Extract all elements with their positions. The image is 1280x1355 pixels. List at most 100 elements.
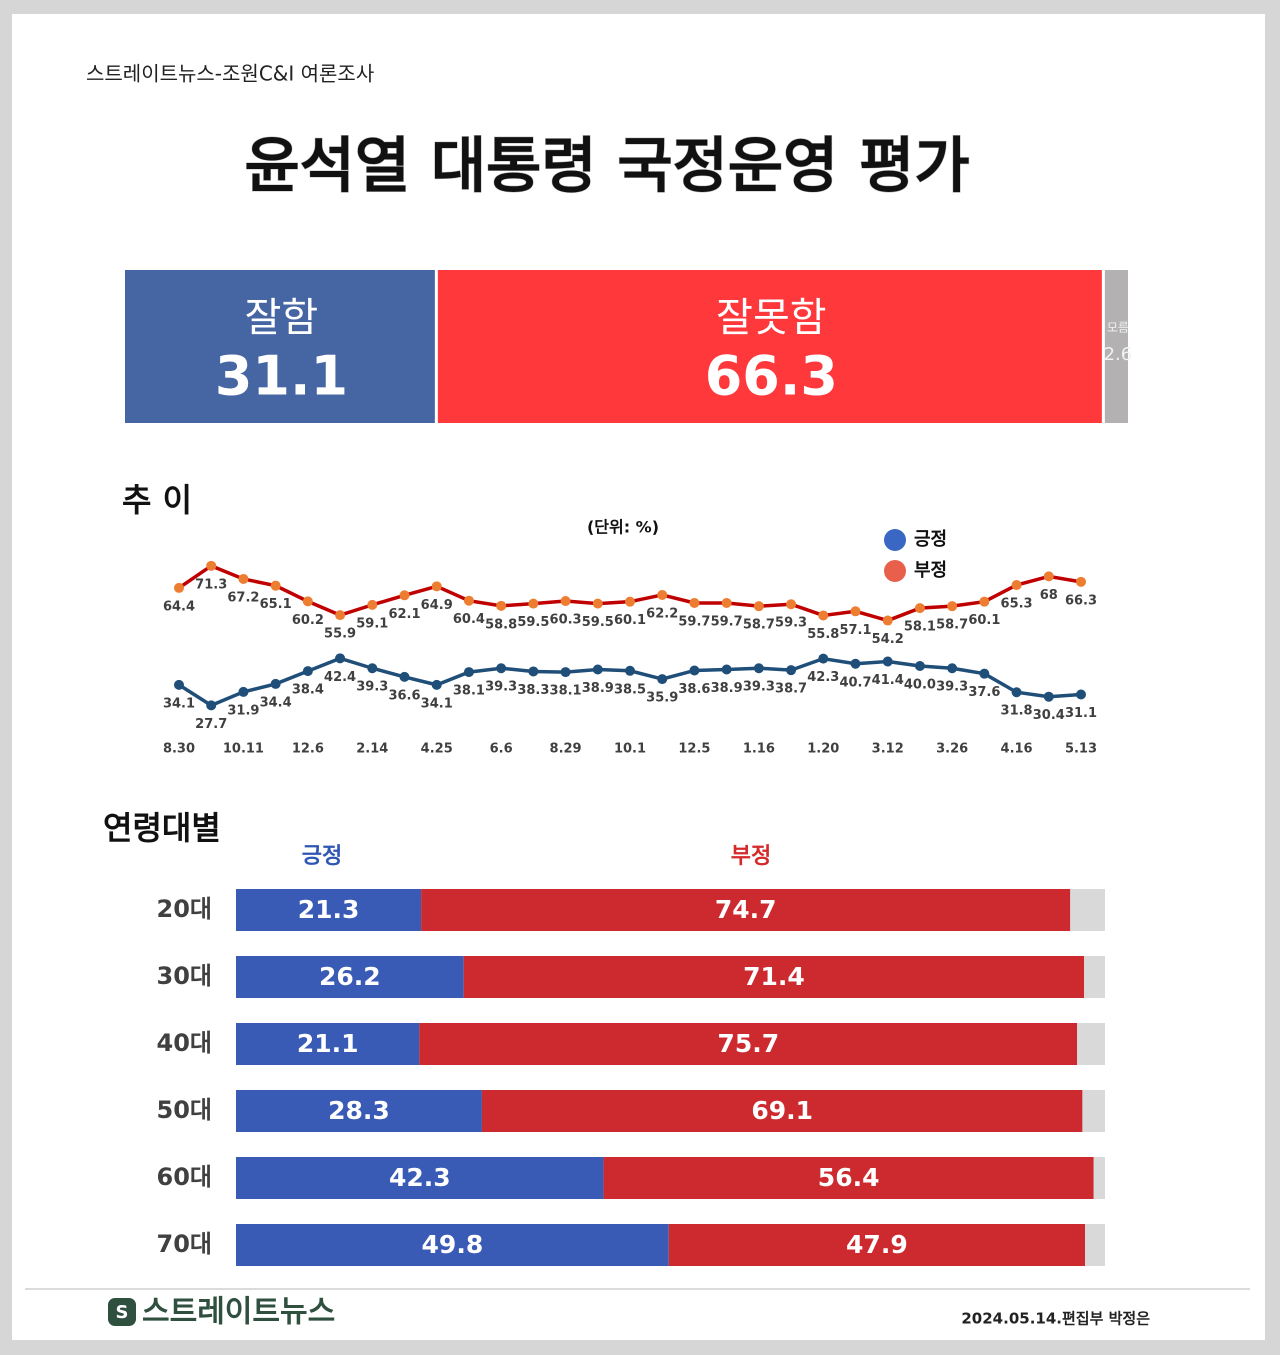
bar-segment — [463, 956, 1085, 998]
bar-segment — [421, 889, 1071, 931]
point — [592, 598, 603, 609]
data-label: 75.7 — [717, 1029, 779, 1058]
point — [753, 663, 764, 674]
data-label: 49.8 — [422, 1230, 484, 1259]
y-tick-label: 30대 — [157, 962, 212, 990]
legend-label: 부정 — [731, 844, 771, 869]
point — [206, 700, 217, 711]
point — [786, 599, 797, 610]
data-label: 42.4 — [324, 670, 356, 685]
data-label: 60.4 — [453, 612, 485, 627]
y-tick-label: 40대 — [157, 1029, 212, 1057]
point — [979, 668, 990, 679]
bar-segment — [1082, 1090, 1105, 1132]
data-label: 38.1 — [550, 684, 582, 699]
data-label: 35.9 — [646, 691, 678, 706]
data-label: 31.8 — [1001, 704, 1033, 719]
data-label: 71.3 — [195, 577, 227, 592]
x-tick-label: 4.25 — [421, 742, 453, 757]
point — [979, 596, 990, 607]
bar-segment — [236, 956, 464, 998]
credit: 2024.05.14.편집부 박정은 — [961, 1310, 1150, 1328]
summary-bar — [1104, 270, 1128, 423]
data-label: 27.7 — [195, 717, 227, 732]
data-label: 39.3 — [743, 680, 775, 695]
data-label: 39.3 — [485, 680, 517, 695]
data-label: 30.4 — [1033, 708, 1065, 723]
data-label: 21.1 — [297, 1029, 359, 1058]
x-tick-label: 1.20 — [807, 742, 839, 757]
point — [560, 596, 571, 607]
point — [206, 560, 217, 571]
x-tick-label: 5.13 — [1065, 742, 1097, 757]
data-label: 74.7 — [715, 895, 777, 924]
point — [270, 580, 281, 591]
data-label: 40.0 — [904, 678, 936, 693]
data-label: 34.4 — [260, 695, 292, 710]
point — [947, 663, 958, 674]
summary-value: 31.1 — [215, 345, 348, 408]
x-tick-label: 12.5 — [678, 742, 710, 757]
point — [496, 600, 507, 611]
logo: 스트레이트뉴스 — [142, 1295, 335, 1330]
point — [302, 666, 313, 677]
data-label: 37.6 — [968, 685, 1000, 700]
point — [1011, 580, 1022, 591]
bar-segment — [236, 1157, 604, 1199]
svg-text:S: S — [116, 1302, 129, 1323]
bar-segment — [1084, 956, 1105, 998]
data-label: 55.9 — [324, 627, 356, 642]
point — [335, 653, 346, 664]
chart-subtitle: (단위: %) — [587, 518, 659, 537]
point — [914, 661, 925, 671]
point — [463, 667, 474, 678]
data-label: 65.1 — [260, 597, 292, 612]
point — [1043, 691, 1054, 702]
x-tick-label: 1.16 — [743, 742, 775, 757]
data-label: 59.7 — [678, 614, 710, 629]
data-label: 38.3 — [517, 683, 549, 698]
data-label: 40.7 — [839, 675, 871, 690]
point — [174, 582, 184, 593]
data-label: 67.2 — [227, 590, 259, 605]
bar-segment — [1085, 1224, 1105, 1266]
panel — [12, 14, 1265, 1340]
source: 스트레이트뉴스-조원C&I 여론조사 — [86, 62, 374, 86]
point — [238, 686, 249, 697]
x-tick-label: 10.11 — [223, 742, 264, 757]
point — [657, 674, 668, 685]
point — [496, 663, 507, 674]
point — [238, 573, 249, 584]
data-label: 31.9 — [227, 703, 259, 718]
x-tick-label: 6.6 — [490, 742, 513, 757]
data-label: 38.9 — [711, 681, 743, 696]
point — [367, 663, 378, 674]
point — [625, 665, 635, 676]
point — [1011, 687, 1022, 698]
data-label: 38.1 — [453, 684, 485, 699]
data-label: 60.1 — [614, 613, 646, 628]
y-tick-label: 50대 — [157, 1096, 212, 1124]
bar-segment — [419, 1023, 1078, 1065]
data-label: 60.2 — [292, 613, 324, 628]
point — [1076, 689, 1086, 700]
data-label: 34.1 — [163, 696, 195, 711]
point — [174, 679, 184, 690]
data-label: 68 — [1040, 588, 1058, 603]
bar-segment — [236, 1224, 669, 1266]
data-label: 38.6 — [678, 682, 710, 697]
point — [1043, 571, 1054, 582]
point — [689, 597, 700, 608]
y-tick-label: 60대 — [157, 1163, 212, 1191]
point — [850, 606, 861, 617]
data-label: 42.3 — [807, 670, 839, 685]
point — [528, 666, 539, 677]
data-label: 59.5 — [582, 615, 614, 630]
point — [850, 658, 861, 669]
data-label: 59.7 — [711, 614, 743, 629]
chart-title: 연령대별 — [103, 809, 221, 847]
legend-label: 긍정 — [302, 844, 342, 869]
data-label: 64.9 — [421, 598, 453, 613]
y-tick-label: 20대 — [157, 895, 212, 923]
